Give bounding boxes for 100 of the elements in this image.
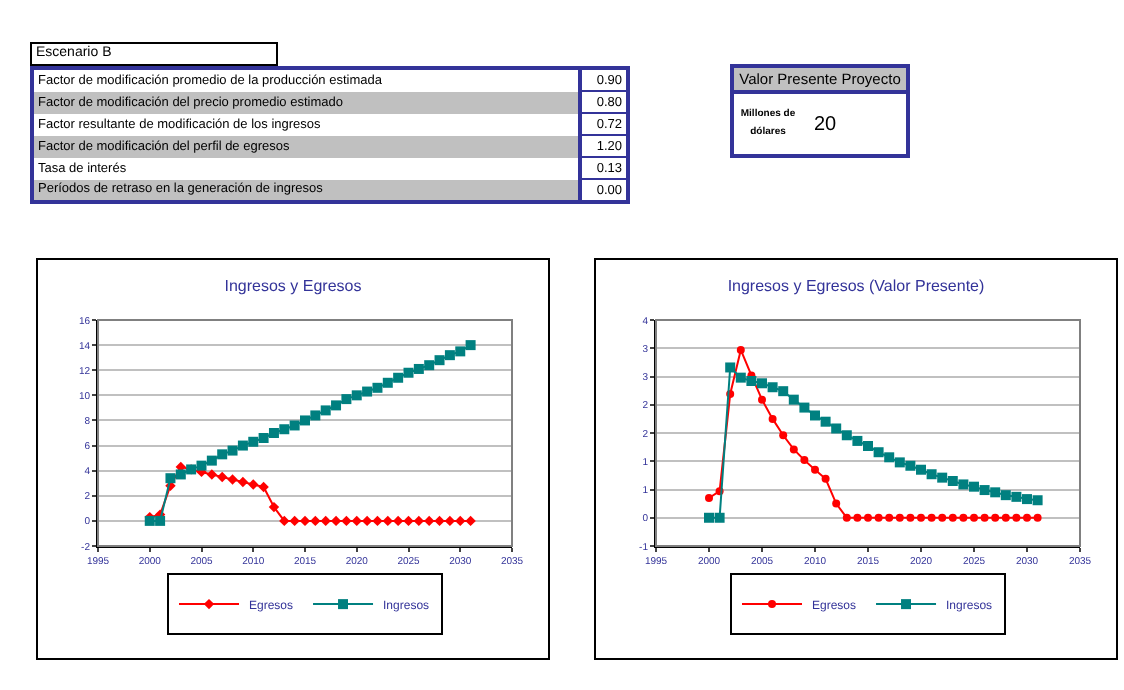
point — [237, 476, 249, 488]
point — [393, 372, 404, 383]
point — [434, 515, 445, 527]
point — [863, 441, 873, 451]
point — [991, 513, 1000, 522]
point — [714, 512, 725, 523]
point — [237, 440, 248, 451]
point — [800, 456, 809, 465]
point — [351, 515, 362, 527]
point — [1012, 513, 1021, 522]
point — [906, 513, 915, 522]
point — [970, 513, 978, 522]
point — [196, 460, 207, 471]
point — [155, 515, 166, 526]
point — [958, 479, 969, 490]
point — [969, 481, 979, 492]
point — [351, 390, 362, 401]
point — [746, 376, 757, 387]
point — [165, 473, 176, 484]
point — [1022, 494, 1032, 505]
point — [735, 372, 746, 383]
point — [1033, 513, 1042, 522]
point — [959, 513, 968, 522]
point — [885, 513, 894, 522]
point — [465, 340, 476, 351]
chart-title: Ingresos y Egresos (Valor Presente) — [727, 277, 986, 296]
point — [289, 420, 300, 431]
point — [331, 400, 342, 411]
point — [310, 515, 321, 527]
point — [258, 433, 269, 444]
point — [320, 515, 331, 527]
point — [778, 386, 789, 397]
point — [810, 410, 820, 421]
point — [1023, 513, 1031, 522]
point — [320, 405, 331, 416]
point — [455, 515, 466, 527]
point — [206, 455, 217, 466]
point — [1000, 490, 1011, 501]
point — [206, 469, 218, 480]
point — [268, 428, 279, 438]
point — [403, 367, 414, 378]
point — [979, 485, 990, 496]
point — [704, 512, 714, 523]
point — [413, 363, 424, 374]
point — [227, 474, 238, 485]
point — [300, 415, 310, 426]
point — [905, 460, 916, 471]
point — [926, 469, 937, 480]
point — [258, 481, 269, 493]
point — [821, 474, 830, 483]
point — [248, 436, 259, 447]
point — [279, 515, 290, 527]
point — [444, 350, 455, 361]
point — [434, 355, 445, 366]
point — [279, 424, 290, 435]
point — [831, 423, 842, 434]
point — [980, 513, 989, 522]
text: 20 — [814, 113, 837, 135]
point — [927, 513, 936, 522]
point — [832, 499, 841, 508]
point — [937, 472, 948, 483]
point — [799, 402, 810, 413]
point — [310, 410, 321, 421]
point — [768, 414, 777, 423]
point — [403, 515, 414, 527]
chart-title: Ingresos y Egresos — [224, 277, 362, 296]
point — [842, 513, 851, 522]
point — [1001, 513, 1010, 522]
point — [1032, 495, 1043, 506]
point — [767, 382, 778, 393]
point — [455, 346, 466, 357]
point — [841, 430, 852, 441]
point — [852, 435, 863, 446]
point — [362, 386, 373, 397]
point — [248, 479, 259, 490]
point — [372, 382, 383, 393]
point — [705, 493, 713, 502]
point — [820, 416, 831, 427]
point — [268, 501, 280, 513]
point — [853, 513, 862, 522]
point — [736, 345, 745, 354]
point — [757, 378, 767, 389]
point — [372, 515, 383, 527]
point — [884, 452, 895, 463]
point — [217, 449, 228, 460]
point — [382, 515, 393, 527]
point — [788, 394, 799, 405]
point — [811, 465, 819, 474]
point — [779, 431, 788, 440]
point — [1011, 491, 1022, 502]
point — [917, 513, 925, 522]
point — [758, 395, 766, 404]
point — [227, 445, 238, 456]
point — [424, 360, 435, 371]
point — [465, 515, 476, 527]
point — [938, 513, 947, 522]
point — [424, 515, 435, 527]
point — [175, 469, 186, 480]
point — [382, 377, 393, 388]
point — [864, 513, 872, 522]
